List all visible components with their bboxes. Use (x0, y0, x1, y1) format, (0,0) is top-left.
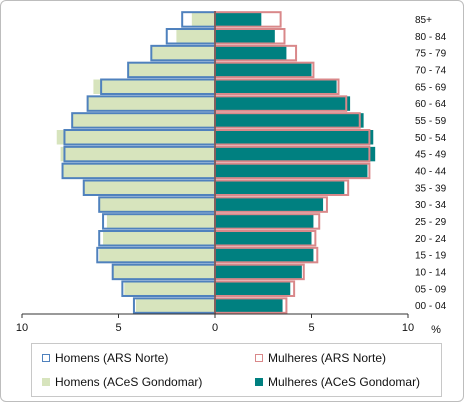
bar-mulheres-aces-gondomar-20-24 (215, 231, 312, 246)
bar-homens-aces-gondomar-85 (191, 12, 215, 27)
chart-legend: Homens (ARS Norte) Mulheres (ARS Norte) … (31, 343, 442, 397)
category-label-75-79: 75 - 79 (415, 49, 447, 60)
category-label-85: 85+ (415, 15, 432, 26)
bar-homens-aces-gondomar-20-24 (103, 231, 215, 246)
bar-homens-aces-gondomar-15-19 (99, 247, 215, 263)
category-label-45-49: 45 - 49 (415, 150, 447, 161)
bar-mulheres-aces-gondomar-80-84 (215, 29, 275, 44)
bar-mulheres-aces-gondomar-65-69 (215, 79, 337, 94)
x-tick-label: 10 (402, 322, 414, 334)
category-label-15-19: 15 - 19 (415, 251, 447, 262)
bar-mulheres-aces-gondomar-35-39 (215, 180, 345, 195)
bar-mulheres-aces-gondomar-55-59 (215, 113, 364, 128)
bar-mulheres-aces-gondomar-00-04 (215, 298, 283, 313)
x-tick-label: 0 (212, 322, 218, 334)
x-tick-label: 5 (308, 322, 314, 334)
bar-mulheres-aces-gondomar-15-19 (215, 247, 314, 263)
legend-swatch-mulheres-ars-norte (255, 354, 263, 362)
legend-label-mulheres-ars-norte: Mulheres (ARS Norte) (268, 351, 387, 365)
x-tick-label: 10 (16, 322, 28, 334)
legend-item-mulheres-ars-norte: Mulheres (ARS Norte) (255, 351, 386, 365)
bar-mulheres-aces-gondomar-05-09 (215, 281, 291, 296)
legend-label-homens-ars-norte: Homens (ARS Norte) (55, 351, 169, 365)
category-label-80-84: 80 - 84 (415, 32, 447, 43)
category-label-60-64: 60 - 64 (415, 99, 447, 110)
bar-homens-aces-gondomar-60-64 (87, 96, 215, 111)
bar-homens-aces-gondomar-65-69 (93, 79, 215, 94)
category-label-70-74: 70 - 74 (415, 65, 447, 76)
bar-mulheres-aces-gondomar-75-79 (215, 45, 287, 61)
category-label-20-24: 20 - 24 (415, 234, 447, 245)
x-tick-label: 5 (115, 322, 121, 334)
bar-homens-aces-gondomar-50-54 (56, 130, 215, 145)
legend-swatch-homens-aces-gondomar (42, 378, 50, 386)
category-label-30-34: 30 - 34 (415, 200, 447, 211)
bar-homens-aces-gondomar-30-34 (99, 197, 215, 212)
category-label-00-04: 00 - 04 (415, 301, 447, 312)
bar-homens-aces-gondomar-40-44 (62, 163, 215, 179)
legend-item-mulheres-aces-gondomar: Mulheres (ACeS Gondomar) (255, 375, 420, 389)
bar-mulheres-aces-gondomar-70-74 (215, 62, 312, 78)
bar-homens-aces-gondomar-55-59 (72, 113, 216, 128)
legend-item-homens-ars-norte: Homens (ARS Norte) (42, 351, 168, 365)
bar-homens-aces-gondomar-35-39 (83, 180, 215, 195)
bar-homens-aces-gondomar-75-79 (151, 45, 215, 61)
bar-homens-aces-gondomar-45-49 (60, 146, 215, 162)
legend-label-homens-aces-gondomar: Homens (ACeS Gondomar) (55, 375, 203, 389)
category-label-05-09: 05 - 09 (415, 284, 447, 295)
bar-mulheres-aces-gondomar-60-64 (215, 96, 351, 111)
bar-mulheres-aces-gondomar-30-34 (215, 197, 324, 212)
bar-homens-aces-gondomar-10-14 (112, 264, 215, 280)
bar-mulheres-aces-gondomar-45-49 (215, 146, 376, 162)
category-label-65-69: 65 - 69 (415, 82, 447, 93)
bar-homens-aces-gondomar-05-09 (124, 281, 215, 296)
category-label-50-54: 50 - 54 (415, 133, 447, 144)
bar-mulheres-aces-gondomar-25-29 (215, 214, 314, 229)
bar-mulheres-aces-gondomar-10-14 (215, 264, 302, 280)
legend-item-homens-aces-gondomar: Homens (ACeS Gondomar) (42, 375, 202, 389)
category-label-35-39: 35 - 39 (415, 183, 447, 194)
category-label-25-29: 25 - 29 (415, 217, 447, 228)
bar-homens-aces-gondomar-70-74 (128, 62, 215, 78)
category-label-40-44: 40 - 44 (415, 166, 447, 177)
bar-mulheres-aces-gondomar-40-44 (215, 163, 368, 179)
bar-homens-aces-gondomar-80-84 (176, 29, 215, 44)
x-axis-unit: % (431, 324, 441, 336)
legend-swatch-mulheres-aces-gondomar (255, 378, 263, 386)
bar-mulheres-aces-gondomar-85 (215, 12, 262, 27)
legend-label-mulheres-aces-gondomar: Mulheres (ACeS Gondomar) (268, 375, 421, 389)
bar-mulheres-aces-gondomar-50-54 (215, 130, 374, 145)
category-label-10-14: 10 - 14 (415, 267, 447, 278)
bar-homens-aces-gondomar-25-29 (106, 214, 215, 229)
bar-homens-aces-gondomar-00-04 (135, 298, 215, 313)
legend-swatch-homens-ars-norte (42, 354, 50, 362)
category-label-55-59: 55 - 59 (415, 116, 447, 127)
